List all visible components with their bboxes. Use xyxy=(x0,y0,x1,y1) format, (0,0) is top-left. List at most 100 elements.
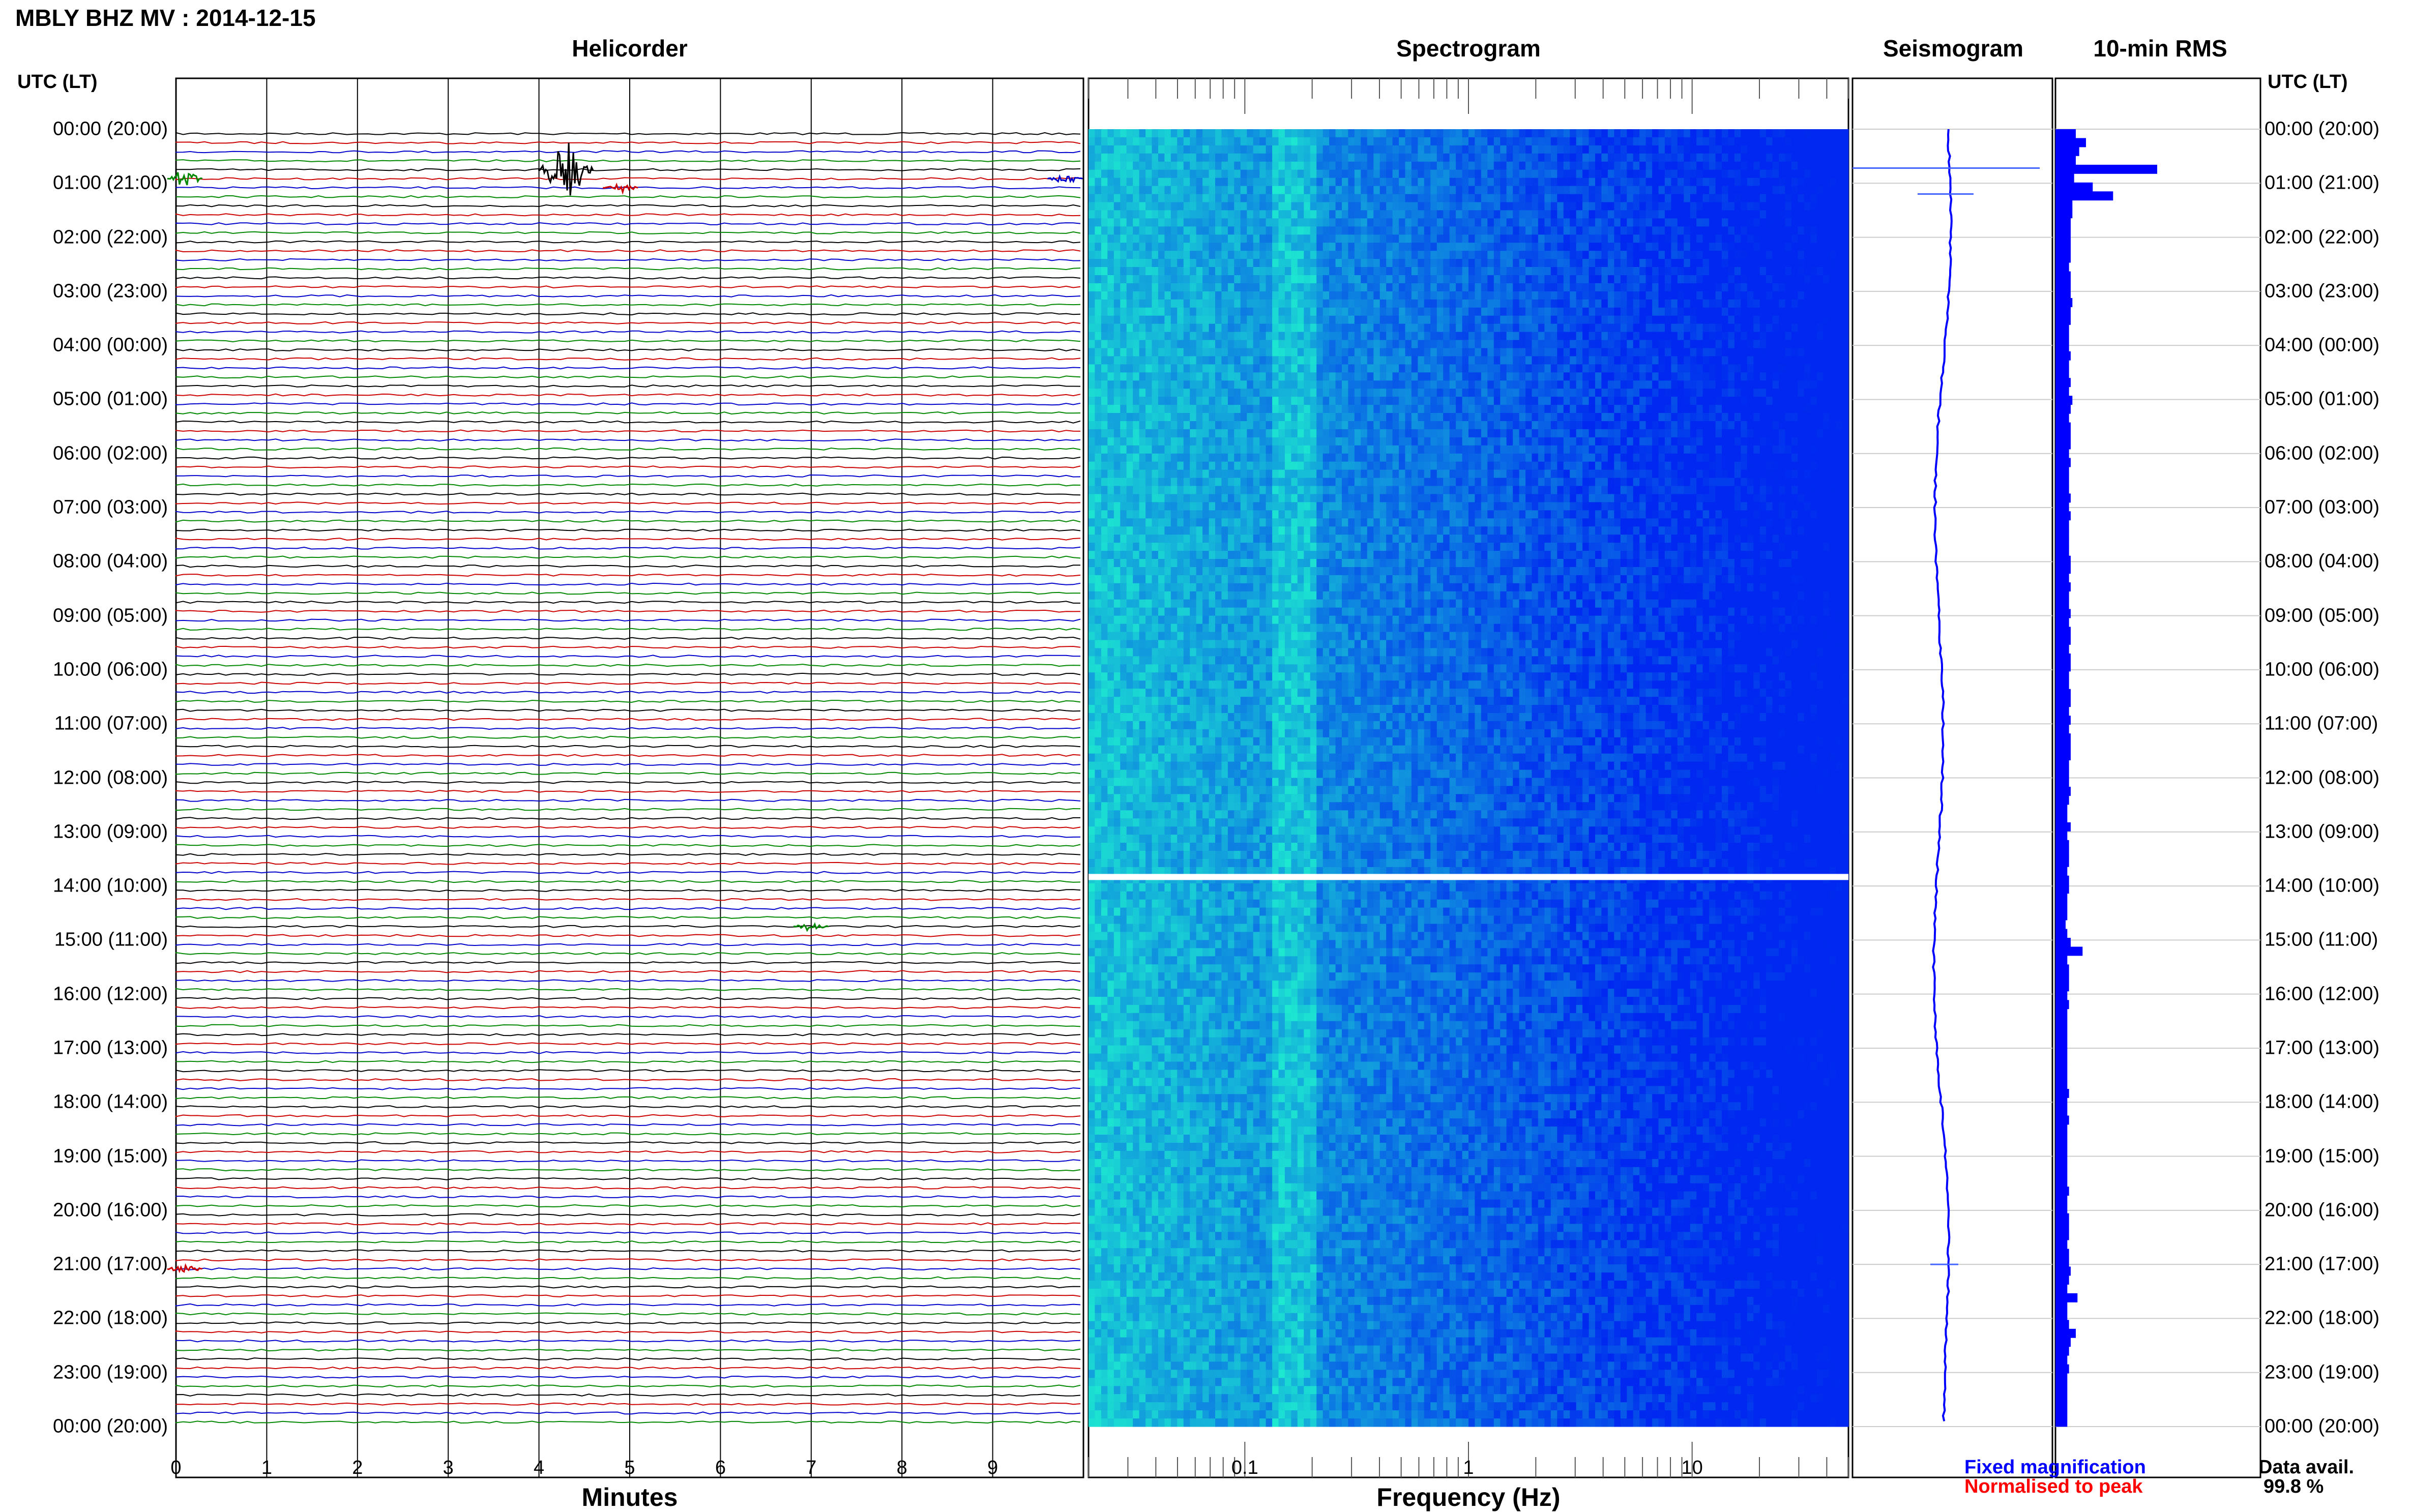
spectrogram-cell xyxy=(1779,332,1785,341)
spectrogram-cell xyxy=(1652,372,1659,381)
spectrogram-cell xyxy=(1557,170,1564,179)
spectrogram-cell xyxy=(1823,162,1830,170)
spectrogram-cell xyxy=(1696,178,1703,187)
spectrogram-cell xyxy=(1532,316,1539,324)
spectrogram-cell xyxy=(1241,194,1247,203)
spectrogram-cell xyxy=(1127,202,1133,211)
spectrogram-cell xyxy=(1481,372,1488,381)
spectrogram-cell xyxy=(1696,162,1703,170)
spectrogram-cell xyxy=(1399,259,1405,267)
spectrogram-cell xyxy=(1538,243,1545,251)
spectrogram-cell xyxy=(1405,389,1412,397)
helicorder-trace xyxy=(176,250,1080,252)
spectrogram-cell xyxy=(1582,300,1589,308)
spectrogram-cell xyxy=(1355,389,1361,397)
spectrogram-cell xyxy=(1810,291,1817,300)
spectrogram-cell xyxy=(1190,348,1196,357)
spectrogram-cell xyxy=(1418,129,1424,138)
spectrogram-cell xyxy=(1158,308,1165,316)
spectrogram-cell xyxy=(1456,413,1462,422)
spectrogram-cell xyxy=(1221,145,1228,154)
spectrogram-cell xyxy=(1266,316,1273,324)
spectrogram-cell xyxy=(1532,380,1539,389)
spectrogram-cell xyxy=(1817,340,1824,349)
spectrogram-cell xyxy=(1753,291,1760,300)
spectrogram-cell xyxy=(1450,218,1456,227)
spectrogram-cell xyxy=(1538,259,1545,267)
spectrogram-cell xyxy=(1659,340,1665,349)
spectrogram-cell xyxy=(1665,389,1671,397)
spectrogram-cell xyxy=(1266,226,1273,235)
spectrogram-cell xyxy=(1716,413,1722,422)
spectrogram-cell xyxy=(1393,421,1399,430)
spectrogram-cell xyxy=(1405,421,1412,430)
spectrogram-cell xyxy=(1722,226,1728,235)
spectrogram-cell xyxy=(1095,389,1101,397)
spectrogram-cell xyxy=(1532,413,1539,422)
spectrogram-cell xyxy=(1184,283,1190,292)
spectrogram-cell xyxy=(1380,356,1387,365)
spectrogram-cell xyxy=(1184,429,1190,438)
spectrogram-cell xyxy=(1734,170,1741,179)
spectrogram-cell xyxy=(1405,308,1412,316)
spectrogram-cell xyxy=(1804,186,1811,195)
spectrogram-cell xyxy=(1525,405,1532,413)
spectrogram-cell xyxy=(1716,421,1722,430)
spectrogram-cell xyxy=(1241,210,1247,219)
spectrogram-cell xyxy=(1177,397,1184,405)
spectrogram-cell xyxy=(1601,162,1608,170)
spectrogram-cell xyxy=(1639,202,1646,211)
spectrogram-cell xyxy=(1095,437,1101,446)
spectrogram-cell xyxy=(1817,259,1824,267)
spectrogram-cell xyxy=(1791,421,1798,430)
spectrogram-cell xyxy=(1557,332,1564,341)
spectrogram-cell xyxy=(1355,251,1361,259)
spectrogram-cell xyxy=(1589,389,1596,397)
spectrogram-cell xyxy=(1127,446,1133,454)
spectrogram-cell xyxy=(1304,145,1310,154)
spectrogram-cell xyxy=(1601,332,1608,341)
spectrogram-cell xyxy=(1468,145,1475,154)
spectrogram-cell xyxy=(1684,178,1690,187)
spectrogram-cell xyxy=(1753,202,1760,211)
spectrogram-cell xyxy=(1481,129,1488,138)
spectrogram-cell xyxy=(1462,170,1469,179)
spectrogram-cell xyxy=(1247,243,1253,251)
spectrogram-cell xyxy=(1728,332,1734,341)
spectrogram-cell xyxy=(1627,397,1633,405)
spectrogram-cell xyxy=(1810,259,1817,267)
spectrogram-cell xyxy=(1393,259,1399,267)
spectrogram-cell xyxy=(1437,145,1444,154)
spectrogram-cell xyxy=(1361,186,1367,195)
spectrogram-cell xyxy=(1316,364,1323,373)
spectrogram-cell xyxy=(1133,324,1139,333)
spectrogram-cell xyxy=(1443,380,1450,389)
spectrogram-cell xyxy=(1152,145,1159,154)
spectrogram-cell xyxy=(1544,154,1551,162)
spectrogram-cell xyxy=(1127,243,1133,251)
spectrogram-cell xyxy=(1519,162,1526,170)
spectrogram-cell xyxy=(1544,145,1551,154)
spectrogram-cell xyxy=(1298,251,1304,259)
spectrogram-cell xyxy=(1215,397,1222,405)
spectrogram-cell xyxy=(1095,356,1101,365)
spectrogram-cell xyxy=(1665,324,1671,333)
spectrogram-cell xyxy=(1481,300,1488,308)
spectrogram-cell xyxy=(1513,178,1519,187)
spectrogram-cell xyxy=(1589,178,1596,187)
spectrogram-cell xyxy=(1101,364,1108,373)
spectrogram-cell xyxy=(1323,137,1330,146)
spectrogram-cell xyxy=(1304,129,1310,138)
spectrogram-cell xyxy=(1513,202,1519,211)
spectrogram-cell xyxy=(1209,178,1216,187)
spectrogram-cell xyxy=(1241,437,1247,446)
spectrogram-cell xyxy=(1823,275,1830,284)
spectrogram-cell xyxy=(1760,364,1767,373)
spectrogram-cell xyxy=(1627,413,1633,422)
spectrogram-cell xyxy=(1190,421,1196,430)
spectrogram-cell xyxy=(1836,316,1842,324)
spectrogram-cell xyxy=(1348,300,1355,308)
spectrogram-cell xyxy=(1646,421,1653,430)
spectrogram-cell xyxy=(1652,243,1659,251)
spectrogram-cell xyxy=(1450,267,1456,276)
